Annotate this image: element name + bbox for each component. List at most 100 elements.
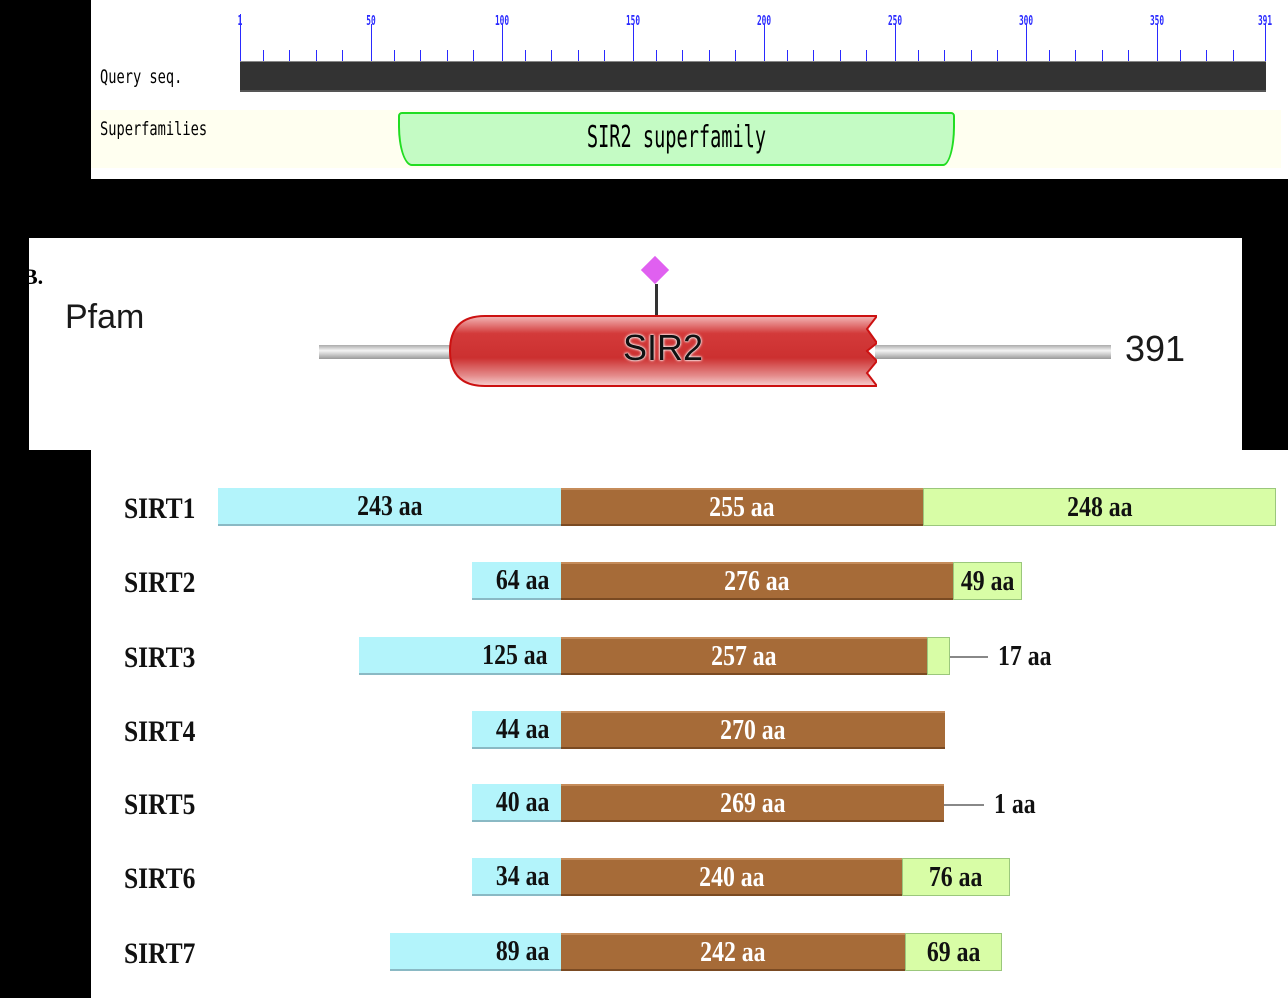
- superfamilies-label: Superfamilies: [100, 118, 208, 140]
- n-terminal-segment[interactable]: 125 aa: [359, 637, 561, 675]
- ruler-tick-label: 350: [1149, 14, 1165, 29]
- ruler-major-tick: [371, 24, 372, 62]
- ruler-minor-tick: [289, 50, 290, 62]
- ruler-tick-label: 250: [887, 14, 903, 29]
- core-segment[interactable]: 242 aa: [561, 933, 905, 971]
- ruler-major-tick: [1026, 24, 1027, 62]
- pfam-label: Pfam: [65, 298, 145, 336]
- ruler-major-tick: [502, 24, 503, 62]
- core-segment[interactable]: 257 aa: [561, 637, 927, 675]
- ruler-tick-label: 50: [366, 14, 376, 29]
- ruler-major-tick: [764, 24, 765, 62]
- n-terminal-segment[interactable]: 64 aa: [472, 562, 561, 600]
- segment-label: 49 aa: [960, 564, 1015, 597]
- query-seq-label: Query seq.: [100, 66, 183, 88]
- segment-label: 269 aa: [719, 786, 786, 819]
- segment-label: 257 aa: [711, 639, 777, 672]
- ruler-tick-label: 300: [1018, 14, 1034, 29]
- sirtuin-architecture-panel: SIRT1 243 aa 255 aa 248 aa SIRT2 64 aa 2…: [91, 450, 1288, 998]
- c-terminal-segment[interactable]: 49 aa: [953, 562, 1022, 600]
- sequence-line-left: [319, 345, 453, 359]
- c-terminal-segment[interactable]: 248 aa: [923, 488, 1276, 526]
- c-terminal-callout-line: [944, 804, 984, 806]
- diamond-marker-icon[interactable]: [640, 255, 670, 285]
- ruler-minor-tick: [840, 50, 841, 62]
- segment-label: 69 aa: [926, 935, 981, 968]
- ruler-minor-tick: [1075, 50, 1076, 62]
- sequence-length-label: 391: [1125, 328, 1186, 369]
- ruler-minor-tick: [866, 50, 867, 62]
- query-sequence-bar[interactable]: [240, 62, 1266, 92]
- c-terminal-segment[interactable]: 76 aa: [902, 858, 1010, 896]
- core-segment[interactable]: 240 aa: [561, 858, 902, 896]
- ruler-major-tick: [1157, 24, 1158, 62]
- ruler-minor-tick: [604, 50, 605, 62]
- ruler-minor-tick: [551, 50, 552, 62]
- n-terminal-segment[interactable]: 89 aa: [390, 933, 561, 971]
- ruler-minor-tick: [1233, 50, 1234, 62]
- segment-label: 242 aa: [700, 935, 766, 968]
- ruler-minor-tick: [578, 50, 579, 62]
- ruler-tick-label: 100: [494, 14, 510, 29]
- segment-label: 40 aa: [495, 785, 550, 818]
- n-terminal-segment[interactable]: 40 aa: [472, 784, 561, 822]
- sir2-superfamily-domain[interactable]: SIR2 superfamily: [398, 112, 955, 166]
- pfam-panel: B. Pfam SIR2 391: [23, 238, 1242, 450]
- ruler-minor-tick: [682, 50, 683, 62]
- panel-letter: B.: [23, 264, 44, 289]
- ruler-tick-label: 200: [756, 14, 772, 29]
- row-label-sirt4: SIRT4: [124, 715, 196, 748]
- ruler-minor-tick: [735, 50, 736, 62]
- ruler-major-tick: [895, 24, 896, 62]
- ruler-minor-tick: [997, 50, 998, 62]
- ruler-minor-tick: [394, 50, 395, 62]
- ruler-minor-tick: [1206, 50, 1207, 62]
- ruler-minor-tick: [656, 50, 657, 62]
- ruler-minor-tick: [342, 50, 343, 62]
- c-terminal-callout-label: 1 aa: [994, 788, 1036, 820]
- c-terminal-segment[interactable]: [927, 637, 950, 675]
- core-segment[interactable]: 269 aa: [561, 784, 944, 822]
- row-label-sirt5: SIRT5: [124, 788, 196, 821]
- ruler-minor-tick: [971, 50, 972, 62]
- segment-label: 125 aa: [482, 638, 548, 671]
- ruler-tick-label: 150: [625, 14, 641, 29]
- row-label-sirt1: SIRT1: [124, 492, 196, 525]
- n-terminal-segment[interactable]: 243 aa: [218, 488, 561, 526]
- ruler-minor-tick: [787, 50, 788, 62]
- segment-label: 34 aa: [495, 859, 550, 892]
- row-label-sirt6: SIRT6: [124, 862, 196, 895]
- n-terminal-segment[interactable]: 34 aa: [472, 858, 561, 896]
- ruler-minor-tick: [420, 50, 421, 62]
- core-segment[interactable]: 255 aa: [561, 488, 923, 526]
- n-terminal-segment[interactable]: 44 aa: [472, 711, 561, 749]
- ruler-major-tick: [1265, 24, 1266, 62]
- segment-label: 270 aa: [720, 713, 786, 746]
- core-segment[interactable]: 270 aa: [561, 711, 945, 749]
- ruler-minor-tick: [263, 50, 264, 62]
- ruler-minor-tick: [447, 50, 448, 62]
- segment-label: 243 aa: [356, 489, 423, 522]
- marker-stalk: [655, 284, 658, 316]
- ruler-minor-tick: [1128, 50, 1129, 62]
- sir2-domain-shape[interactable]: [449, 315, 877, 387]
- segment-label: 64 aa: [495, 563, 550, 596]
- segment-label: 255 aa: [709, 490, 775, 523]
- segment-label: 276 aa: [724, 564, 790, 597]
- row-label-sirt2: SIRT2: [124, 566, 196, 599]
- ruler-tick-label: 391: [1257, 14, 1273, 29]
- ruler-minor-tick: [918, 50, 919, 62]
- ruler-minor-tick: [525, 50, 526, 62]
- ruler-major-tick: [633, 24, 634, 62]
- domain-label: SIR2 superfamily: [586, 120, 767, 155]
- ruler-minor-tick: [1049, 50, 1050, 62]
- ruler-minor-tick: [473, 50, 474, 62]
- cdd-panel: 1 50 100 150 200 250 300 350 391: [91, 0, 1288, 179]
- ruler-major-tick: [240, 14, 241, 62]
- row-label-sirt7: SIRT7: [124, 937, 196, 970]
- core-segment[interactable]: 276 aa: [561, 562, 953, 600]
- segment-label: 76 aa: [929, 860, 983, 893]
- c-terminal-callout-line: [950, 656, 988, 658]
- c-terminal-segment[interactable]: 69 aa: [905, 933, 1002, 971]
- sequence-line-right: [875, 345, 1111, 359]
